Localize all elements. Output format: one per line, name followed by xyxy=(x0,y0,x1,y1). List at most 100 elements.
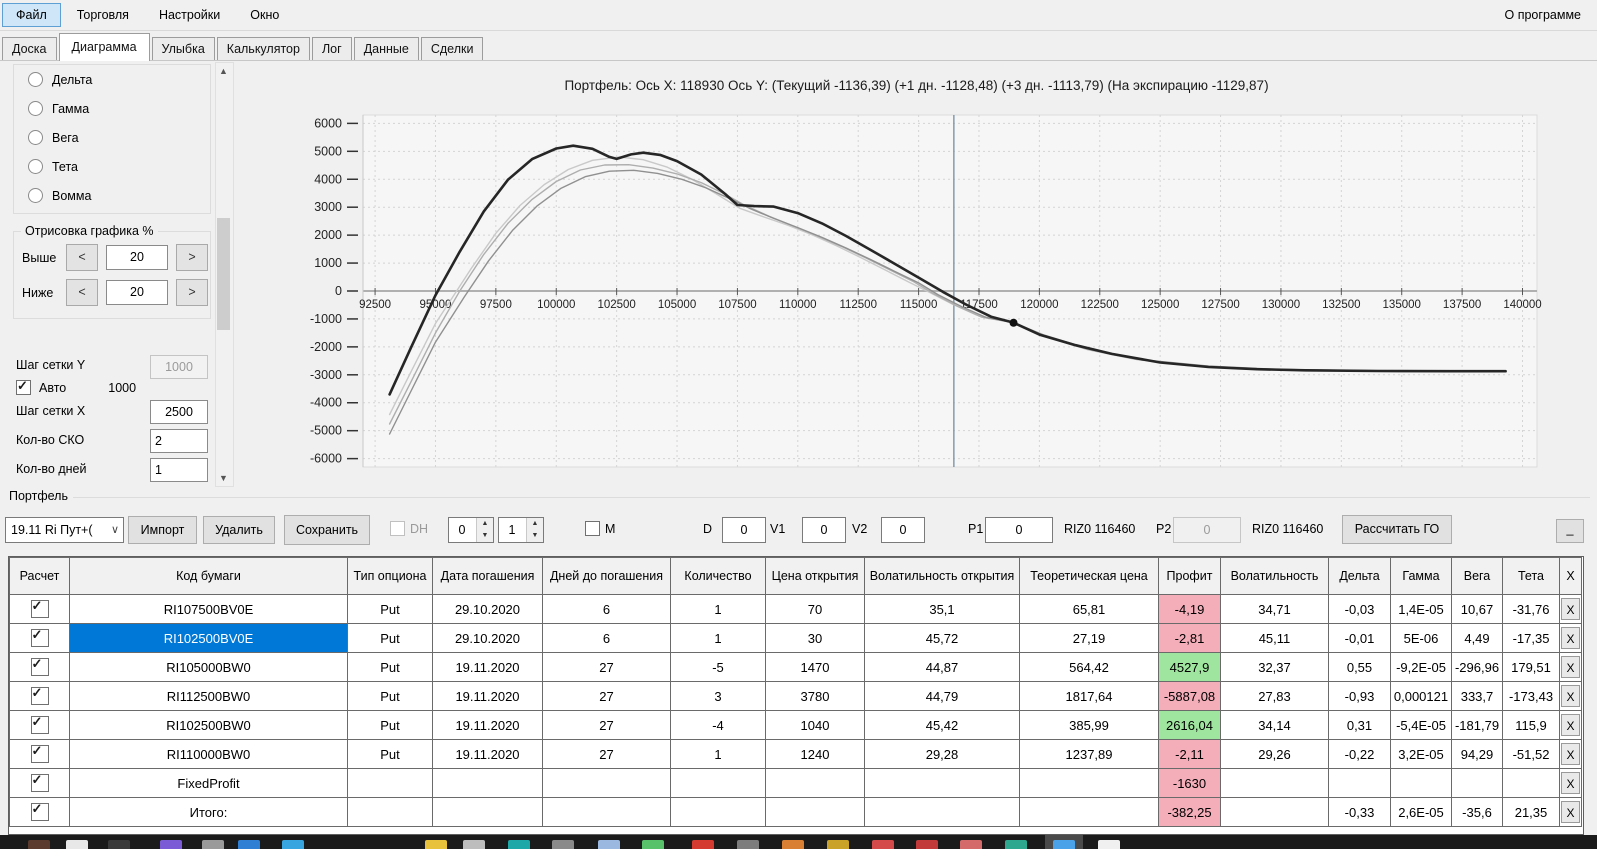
remove-row-button[interactable]: X xyxy=(1561,714,1580,736)
panel-scrollbar[interactable]: ▲ ▼ xyxy=(215,62,234,487)
row-checkbox[interactable] xyxy=(30,773,49,792)
code-cell[interactable]: FixedProfit xyxy=(69,768,348,798)
dh-checkbox[interactable] xyxy=(390,521,405,536)
col-header-13[interactable]: Гамма xyxy=(1390,557,1452,595)
taskbar-icon-21[interactable] xyxy=(1005,840,1027,849)
taskbar-icon-17[interactable] xyxy=(827,840,849,849)
tab-5[interactable]: Лог xyxy=(311,37,352,60)
table-row[interactable]: RI102500BW0Put19.11.202027-4104045,42385… xyxy=(9,710,1582,740)
tab-3[interactable]: Улыбка xyxy=(151,37,215,60)
import-button[interactable]: Импорт xyxy=(128,516,197,544)
greek-radio-row-5[interactable]: Вомма xyxy=(14,181,210,210)
taskbar-icon-9[interactable] xyxy=(463,840,485,849)
col-header-2[interactable]: Код бумаги xyxy=(69,557,348,595)
taskbar-icon-11[interactable] xyxy=(552,840,574,849)
col-header-12[interactable]: Дельта xyxy=(1328,557,1391,595)
taskbar-icon-20[interactable] xyxy=(960,840,982,849)
greek-radio-row-2[interactable]: Гамма xyxy=(14,94,210,123)
tab-1[interactable]: Доска xyxy=(2,37,57,60)
code-cell[interactable]: RI112500BW0 xyxy=(69,681,348,711)
code-cell[interactable]: RI110000BW0 xyxy=(69,739,348,769)
remove-row-button[interactable]: X xyxy=(1561,772,1580,794)
col-header-6[interactable]: Количество xyxy=(670,557,766,595)
table-row[interactable]: RI102500BV0EPut29.10.2020613045,7227,19-… xyxy=(9,623,1582,653)
col-header-14[interactable]: Вега xyxy=(1451,557,1503,595)
taskbar-icon-14[interactable] xyxy=(692,840,714,849)
taskbar-icon-7[interactable] xyxy=(282,840,304,849)
scrollbar-down-icon[interactable]: ▼ xyxy=(219,473,228,483)
spin-up-icon[interactable]: ▲ xyxy=(477,518,493,530)
taskbar-icon-5[interactable] xyxy=(202,840,224,849)
row-checkbox[interactable] xyxy=(30,802,49,821)
days-count-field[interactable]: 1 xyxy=(150,458,208,482)
taskbar-icon-2[interactable] xyxy=(66,840,88,849)
menu-item-1[interactable]: Файл xyxy=(2,3,61,27)
radio-icon[interactable] xyxy=(28,188,43,203)
taskbar-icon-6[interactable] xyxy=(238,840,260,849)
code-cell[interactable]: RI102500BV0E xyxy=(69,623,348,653)
below-increment-button[interactable]: > xyxy=(176,279,208,306)
taskbar-icon-8[interactable] xyxy=(425,840,447,849)
row-checkbox[interactable] xyxy=(30,599,49,618)
col-header-8[interactable]: Волатильность открытия xyxy=(864,557,1020,595)
minimize-panel-button[interactable]: _ xyxy=(1556,519,1584,543)
sko-count-field[interactable]: 2 xyxy=(150,429,208,453)
v2-field[interactable]: 0 xyxy=(881,517,925,543)
auto-checkbox[interactable] xyxy=(16,379,31,395)
remove-row-button[interactable]: X xyxy=(1561,801,1580,823)
row-checkbox[interactable] xyxy=(30,744,49,763)
tab-7[interactable]: Сделки xyxy=(420,37,484,60)
menu-item-4[interactable]: Окно xyxy=(250,8,280,22)
d-field[interactable]: 0 xyxy=(722,517,766,543)
below-decrement-button[interactable]: < xyxy=(66,279,98,306)
remove-row-button[interactable]: X xyxy=(1561,598,1580,620)
greek-radio-row-1[interactable]: Дельта xyxy=(14,65,210,94)
pnl-chart[interactable]: 92500 95000 97500 100000 102500 105000 107500 1… xyxy=(236,60,1597,485)
taskbar-icon-3[interactable] xyxy=(108,840,130,849)
menu-item-2[interactable]: Торговля xyxy=(76,8,129,22)
taskbar-icon-16[interactable] xyxy=(782,840,804,849)
windows-taskbar[interactable] xyxy=(0,835,1597,849)
row-checkbox[interactable] xyxy=(30,686,49,705)
table-row[interactable]: RI107500BV0EPut29.10.2020617035,165,81-4… xyxy=(9,594,1582,624)
taskbar-icon-10[interactable] xyxy=(508,840,530,849)
above-increment-button[interactable]: > xyxy=(176,244,208,271)
code-cell[interactable]: Итого: xyxy=(69,797,348,827)
tab-2[interactable]: Диаграмма xyxy=(58,33,150,61)
col-header-4[interactable]: Дата погашения xyxy=(432,557,543,595)
menu-item-about[interactable]: О программе xyxy=(1504,8,1581,22)
spin-down-icon[interactable]: ▼ xyxy=(527,530,543,542)
v1-field[interactable]: 0 xyxy=(802,517,846,543)
col-header-3[interactable]: Тип опциона xyxy=(347,557,433,595)
grid-step-x-field[interactable]: 2500 xyxy=(150,400,208,424)
portfolio-combobox[interactable]: 19.11 Ri Пут+( ∨ xyxy=(5,517,124,543)
row-checkbox[interactable] xyxy=(30,657,49,676)
spin-up-icon[interactable]: ▲ xyxy=(527,518,543,530)
table-row[interactable]: RI105000BW0Put19.11.202027-5147044,87564… xyxy=(9,652,1582,682)
spin-down-icon[interactable]: ▼ xyxy=(477,530,493,542)
remove-row-button[interactable]: X xyxy=(1561,656,1580,678)
radio-icon[interactable] xyxy=(28,130,43,145)
taskbar-icon-1[interactable] xyxy=(28,840,50,849)
col-header-5[interactable]: Дней до погашения xyxy=(542,557,671,595)
above-value-field[interactable]: 20 xyxy=(106,245,168,270)
col-header-16[interactable]: X xyxy=(1559,557,1582,595)
col-header-11[interactable]: Волатильность xyxy=(1220,557,1329,595)
p1-field[interactable]: 0 xyxy=(985,517,1053,543)
remove-row-button[interactable]: X xyxy=(1561,685,1580,707)
delete-button[interactable]: Удалить xyxy=(203,516,275,544)
taskbar-icon-13[interactable] xyxy=(642,840,664,849)
tab-6[interactable]: Данные xyxy=(353,37,419,60)
code-cell[interactable]: RI102500BW0 xyxy=(69,710,348,740)
menu-item-3[interactable]: Настройки xyxy=(158,8,221,22)
remove-row-button[interactable]: X xyxy=(1561,743,1580,765)
col-header-15[interactable]: Тета xyxy=(1502,557,1560,595)
table-row[interactable]: RI112500BW0Put19.11.2020273378044,791817… xyxy=(9,681,1582,711)
col-header-7[interactable]: Цена открытия xyxy=(765,557,865,595)
row-checkbox[interactable] xyxy=(30,715,49,734)
radio-icon[interactable] xyxy=(28,72,43,87)
code-cell[interactable]: RI107500BV0E xyxy=(69,594,348,624)
col-header-10[interactable]: Профит xyxy=(1158,557,1221,595)
remove-row-button[interactable]: X xyxy=(1561,627,1580,649)
save-button[interactable]: Сохранить xyxy=(284,515,370,545)
